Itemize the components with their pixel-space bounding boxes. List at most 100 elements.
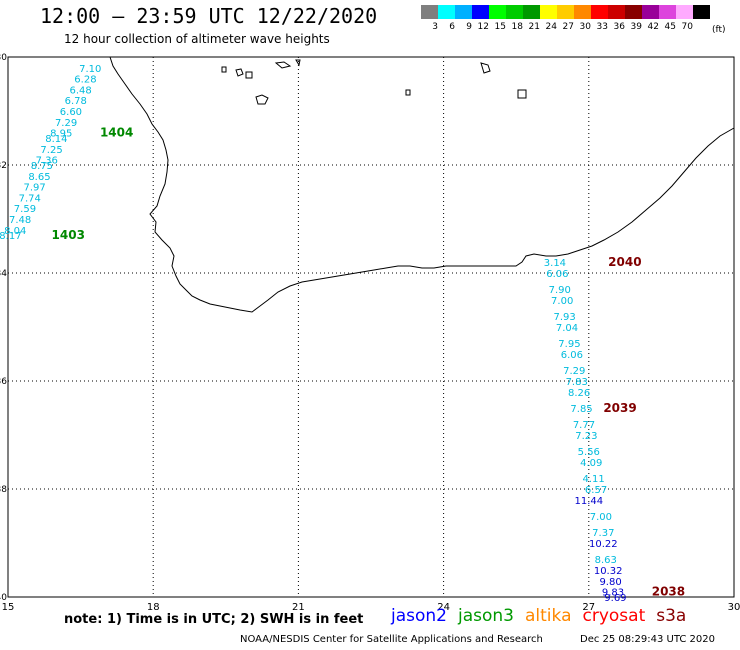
color-swatch — [608, 5, 625, 19]
color-swatch — [625, 5, 642, 19]
satellite-legend-jason3: jason3 — [458, 606, 514, 626]
satellite-legend-altika: altika — [525, 606, 572, 626]
satellite-legend-s3a: s3a — [656, 606, 687, 626]
wave-height-label: 9.69 — [604, 593, 626, 604]
color-scale-tick: 33 — [596, 22, 608, 32]
wave-height-label: 10.22 — [589, 539, 618, 550]
map-gridlines — [8, 57, 734, 597]
color-swatch — [421, 5, 438, 19]
color-scale-tick: 27 — [562, 22, 574, 32]
pass-number-labels: 1404 1403 2040 2039 2038 — [52, 126, 686, 599]
satellite-legend-cryosat: cryosat — [582, 606, 646, 626]
color-scale-tick: 6 — [449, 22, 455, 32]
color-scale-ticks: 3 6 9 12 15 18 21 24 27 30 33 36 39 42 45 70 — [421, 22, 710, 32]
color-scale-tick: 9 — [466, 22, 472, 32]
latitude-tick-label: -30 — [0, 53, 7, 63]
wave-height-label: 7.48 — [9, 215, 31, 226]
wave-height-label: 8.04 — [4, 226, 26, 237]
wave-height-label: 9.83 — [602, 588, 624, 599]
color-scale-unit: (ft) — [712, 25, 726, 35]
color-scale-tick: 36 — [613, 22, 625, 32]
longitude-tick-label: 24 — [437, 602, 450, 613]
wave-height-label: 7.23 — [575, 431, 597, 442]
map-axis-labels: 15 18 21 24 27 30 -30 -32 -34 -36 -38 -40 — [0, 53, 740, 613]
wave-height-label: 11.44 — [574, 496, 603, 507]
color-swatch — [506, 5, 523, 19]
map-frame — [7, 56, 735, 598]
wave-height-label: 6.60 — [60, 107, 82, 118]
footer-credit: NOAA/NESDIS Center for Satellite Applica… — [240, 634, 543, 645]
color-swatch — [438, 5, 455, 19]
wave-height-label: 7.36 — [36, 156, 58, 167]
color-scale-tick: 24 — [545, 22, 557, 32]
wave-height-label: 7.00 — [590, 512, 612, 523]
wave-height-label: 10.32 — [594, 566, 623, 577]
wave-height-label: 8.17 — [0, 231, 22, 242]
satellite-legend: jason2 jason3 altika cryosat s3a — [391, 606, 686, 626]
wave-height-label: 7.93 — [553, 312, 575, 323]
color-scale-tick: 15 — [494, 22, 506, 32]
color-scale-tick: 30 — [579, 22, 591, 32]
latitude-tick-label: -34 — [0, 269, 7, 279]
wave-height-label: 8.95 — [50, 129, 72, 140]
wave-height-label: 4.09 — [580, 458, 602, 469]
wave-height-label: 6.48 — [69, 85, 91, 96]
color-swatch — [472, 5, 489, 19]
pass-number-label: 1404 — [100, 126, 133, 140]
wave-height-label: 7.29 — [55, 118, 77, 129]
wave-height-label: 7.59 — [14, 204, 36, 215]
wave-height-label: 7.85 — [570, 404, 592, 415]
wave-height-label: 7.90 — [549, 285, 571, 296]
wave-height-label: 7.04 — [556, 323, 578, 334]
wave-height-label: 8.14 — [45, 134, 67, 145]
wave-height-label: 3.14 — [544, 258, 566, 269]
wave-height-label: 7.37 — [592, 528, 614, 539]
wave-height-label: 4.11 — [583, 474, 605, 485]
wave-height-label: 7.97 — [23, 183, 45, 194]
coastline — [109, 56, 735, 313]
color-swatch — [693, 5, 710, 19]
wave-height-label: 6.57 — [585, 485, 607, 496]
longitude-tick-label: 18 — [147, 602, 160, 613]
latitude-tick-label: -36 — [0, 377, 7, 387]
wave-height-label: 5.56 — [578, 447, 600, 458]
wave-height-label: 8.26 — [568, 388, 590, 399]
color-swatch — [523, 5, 540, 19]
color-scale-tick: 70 — [681, 22, 693, 32]
wave-height-label: 6.06 — [546, 269, 568, 280]
longitude-tick-label: 27 — [582, 602, 595, 613]
map-note: note: 1) Time is in UTC; 2) SWH is in fe… — [64, 612, 364, 627]
color-scale-tick: 42 — [647, 22, 659, 32]
pass-number-label: 2039 — [603, 401, 636, 415]
color-scale-tick: 3 — [432, 22, 438, 32]
east-altimeter-track: 3.146.067.907.007.937.047.956.067.297.83… — [544, 258, 627, 604]
wave-height-label: 6.06 — [561, 350, 583, 361]
pass-number-label: 2038 — [652, 585, 685, 599]
color-swatch — [591, 5, 608, 19]
longitude-tick-label: 15 — [2, 602, 15, 613]
wave-height-label: 7.95 — [558, 339, 580, 350]
islands — [221, 59, 527, 105]
color-swatch — [455, 5, 472, 19]
wave-height-label: 7.74 — [19, 193, 41, 204]
latitude-tick-label: -38 — [0, 485, 7, 495]
color-scale-tick: 18 — [511, 22, 523, 32]
wave-height-label: 7.10 — [79, 64, 101, 75]
color-swatches — [421, 5, 710, 19]
page-title: 12:00 – 23:59 UTC 12/22/2020 — [40, 4, 378, 28]
color-swatch — [540, 5, 557, 19]
wave-height-label: 8.65 — [28, 172, 50, 183]
wave-height-label: 7.25 — [40, 145, 62, 156]
wave-height-label: 7.77 — [573, 420, 595, 431]
color-scale-tick: 12 — [477, 22, 489, 32]
color-swatch — [574, 5, 591, 19]
color-scale-tick: 21 — [528, 22, 540, 32]
page-subtitle: 12 hour collection of altimeter wave hei… — [64, 32, 330, 46]
wave-height-label: 7.83 — [566, 377, 588, 388]
wave-height-label: 8.75 — [31, 161, 53, 172]
color-scale-tick: 45 — [664, 22, 676, 32]
color-scale-legend: 3 6 9 12 15 18 21 24 27 30 33 36 39 42 45 70 (ft) — [421, 5, 726, 35]
pass-number-label: 1403 — [52, 228, 85, 242]
color-scale-tick: 39 — [630, 22, 642, 32]
wave-height-label: 9.80 — [599, 577, 621, 588]
